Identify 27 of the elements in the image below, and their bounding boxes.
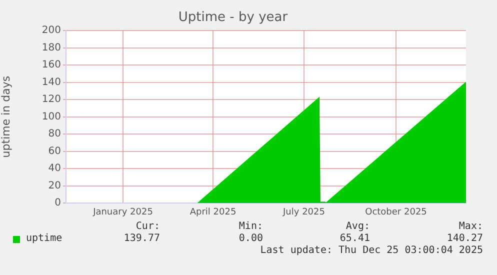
chart-title: Uptime - by year bbox=[178, 10, 288, 26]
text: 140.27 bbox=[446, 233, 483, 244]
y-tick-label: 60 bbox=[48, 146, 61, 157]
text: 65.41 bbox=[340, 233, 370, 244]
x-tick-label: October 2025 bbox=[365, 208, 427, 218]
text: Max: bbox=[458, 221, 483, 232]
x-tick-label: July 2025 bbox=[282, 208, 325, 218]
y-tick-label: 20 bbox=[48, 180, 61, 192]
text: 139.77 bbox=[124, 233, 160, 244]
text: Avg: bbox=[346, 221, 370, 232]
y-tick-label: 40 bbox=[48, 163, 61, 174]
y-tick-label: 160 bbox=[42, 60, 61, 71]
text: 0.00 bbox=[238, 233, 263, 244]
y-tick-label: 200 bbox=[42, 25, 61, 36]
y-tick-label: 80 bbox=[48, 128, 61, 140]
text: Min: bbox=[238, 221, 263, 232]
y-tick-label: 120 bbox=[42, 94, 61, 106]
y-tick-label: 0 bbox=[54, 198, 61, 209]
text: Cur: bbox=[136, 221, 160, 232]
legend-label: uptime bbox=[26, 233, 62, 244]
x-tick-label: April 2025 bbox=[190, 208, 236, 218]
y-tick-label: 140 bbox=[42, 76, 61, 88]
text: Last update: Thu Dec 25 03:00:04 2025 bbox=[260, 245, 483, 256]
y-axis-title: uptime in days bbox=[0, 76, 12, 158]
y-tick-label: 180 bbox=[42, 42, 61, 54]
y-tick-label: 100 bbox=[42, 111, 61, 122]
x-tick-label: January 2025 bbox=[92, 208, 153, 218]
